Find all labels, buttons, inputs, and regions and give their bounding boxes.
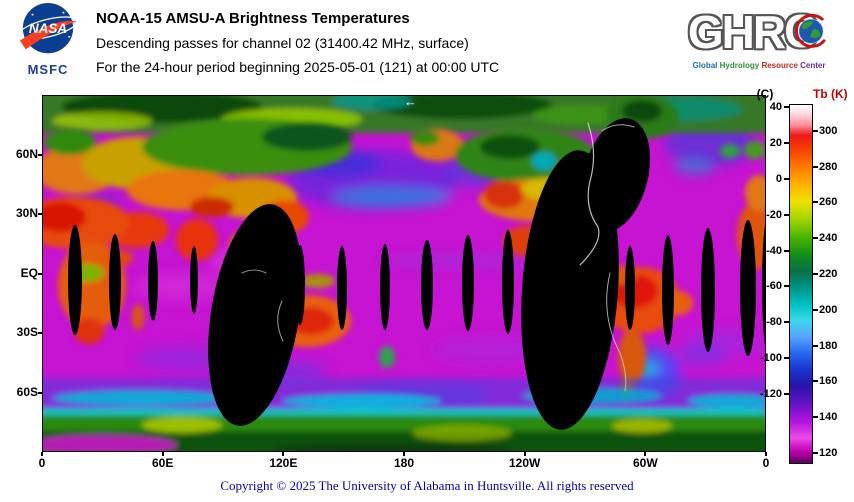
lon-label: 60W	[632, 456, 658, 470]
page-title: NOAA-15 AMSU-A Brightness Temperatures	[96, 10, 410, 27]
brightness-temperature-map: ←	[42, 95, 766, 452]
nasa-insignia-icon: NASA	[18, 2, 78, 54]
kelvin-tick-label: 260	[819, 196, 838, 209]
kelvin-tick-label: 180	[819, 339, 838, 352]
coastline-layer	[241, 122, 635, 392]
colorbar-gradient	[789, 104, 813, 464]
kelvin-tick-mark	[813, 273, 818, 276]
lon-tick-mark	[644, 452, 647, 456]
msfc-label: MSFC	[27, 62, 69, 77]
lon-label: 0	[38, 456, 46, 470]
lon-label: 120E	[269, 456, 298, 470]
nasa-logo[interactable]: NASA MSFC	[8, 2, 88, 77]
lon-tick-mark	[765, 452, 767, 456]
lon-tick-mark	[41, 452, 43, 456]
kelvin-tick-mark	[813, 452, 818, 455]
lon-tick-mark	[282, 452, 285, 456]
kelvin-tick-mark	[813, 165, 818, 168]
ghrc-logo[interactable]: GHR C Global Hydrology Resource Center	[668, 4, 850, 70]
kelvin-tick-mark	[813, 129, 818, 132]
subtitle-period: For the 24-hour period beginning 2025-05…	[96, 59, 500, 75]
kelvin-tick-mark	[813, 344, 818, 347]
lat-label: 60N	[15, 146, 38, 161]
map-border	[42, 95, 766, 452]
lon-label: 0	[762, 456, 770, 470]
copyright-notice: Copyright © 2025 The University of Alaba…	[220, 478, 634, 493]
subtitle-channel: Descending passes for channel 02 (31400.…	[96, 35, 469, 51]
lon-label: 120W	[508, 456, 541, 470]
lon-tick-mark	[403, 452, 405, 456]
lon-tick-mark	[523, 452, 526, 456]
kelvin-tick-label: 200	[819, 303, 838, 316]
kelvin-tick-label: 280	[819, 160, 838, 173]
lat-label: 30S	[16, 325, 38, 339]
ghrc-acronym: GHR	[687, 6, 786, 58]
map-arrow-marker: ←	[404, 95, 417, 109]
antarctic-layer	[42, 378, 766, 452]
colorbar-unit-kelvin: Tb (K)	[813, 87, 848, 101]
kelvin-tick-mark	[813, 380, 818, 383]
ghrc-globe-icon	[795, 13, 826, 48]
kelvin-tick-label: 160	[819, 375, 838, 388]
kelvin-tick-label: 220	[819, 268, 838, 281]
kelvin-tick-label: 240	[819, 232, 838, 245]
nasa-wordmark: NASA	[29, 21, 67, 36]
lat-label: EQ	[20, 265, 38, 280]
lon-label: 60E	[151, 456, 174, 470]
lon-tick-mark	[161, 452, 164, 456]
kelvin-tick-label: 300	[819, 124, 838, 137]
kelvin-tick-label: 120	[819, 447, 838, 460]
ghrc-tagline: Global Hydrology Resource Center	[692, 61, 826, 70]
map-container: ←	[42, 95, 766, 452]
colorbar-unit-celsius: (C)	[756, 87, 774, 101]
ghrc-acronym-c: C	[784, 6, 830, 58]
kelvin-tick-mark	[813, 201, 818, 204]
lat-label: 30N	[15, 206, 38, 220]
lat-label: 60S	[16, 384, 38, 399]
kelvin-tick-mark	[813, 416, 818, 419]
kelvin-tick-label: 140	[819, 411, 838, 424]
lon-label: 180	[393, 456, 415, 470]
kelvin-tick-mark	[813, 308, 818, 311]
kelvin-tick-mark	[813, 237, 818, 240]
